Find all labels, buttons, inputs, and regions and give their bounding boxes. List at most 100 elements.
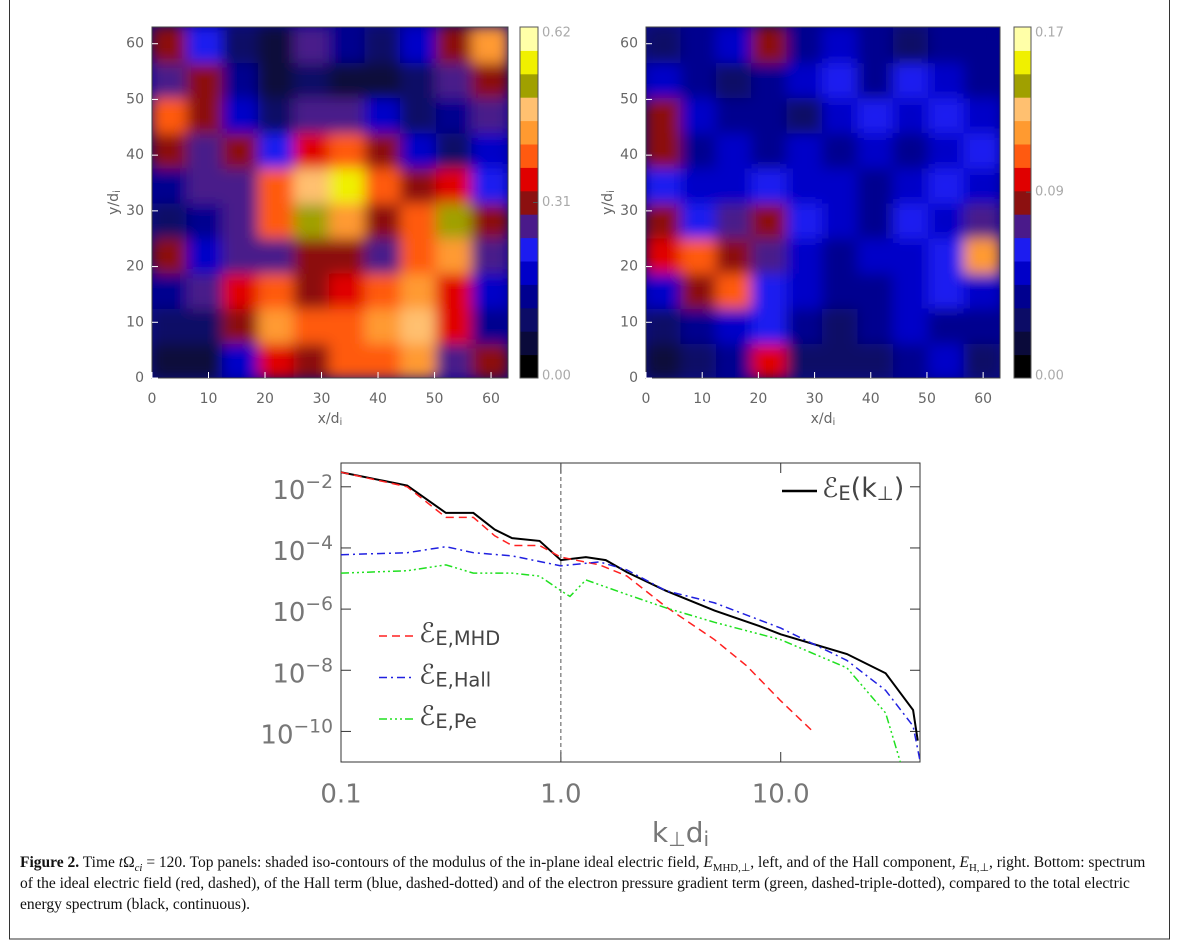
series-line xyxy=(341,564,902,762)
heatmap-cell xyxy=(257,131,296,169)
y-tick-label: 10−10 xyxy=(260,716,333,750)
colorbar-band xyxy=(520,214,538,239)
heatmap-cell xyxy=(471,271,508,309)
heatmap-cell xyxy=(646,96,683,134)
heatmap-cell xyxy=(329,306,367,344)
heatmap-cell xyxy=(435,27,474,64)
heatmap-cell xyxy=(186,201,225,239)
x-axis-label: x/di xyxy=(811,411,836,428)
heatmap-cell xyxy=(786,236,824,274)
colorbar-band xyxy=(1014,354,1031,379)
heatmap-cell xyxy=(680,96,718,134)
heatmap-cell xyxy=(257,201,296,239)
colorbar-band xyxy=(1014,237,1031,262)
heatmap-cell xyxy=(186,271,225,309)
heatmap-cell xyxy=(646,61,683,99)
legend-label-part: (k xyxy=(851,473,878,504)
x-tick-label: 50 xyxy=(426,391,444,407)
legend-label: ℰE,Hall xyxy=(419,659,491,692)
y-tick-label: 30 xyxy=(126,203,144,219)
heatmap-cell xyxy=(293,306,331,344)
heatmap-cell xyxy=(329,96,367,134)
heatmap-cell xyxy=(892,131,931,169)
colorbar-band xyxy=(520,354,538,379)
heatmap-cell xyxy=(400,306,438,344)
colorbar-tick-label: 0.31 xyxy=(542,195,571,210)
heatmap-cell xyxy=(257,306,296,344)
heatmap-cell xyxy=(400,166,438,204)
x-axis-label-part: x/d xyxy=(811,411,833,427)
colorbar-band xyxy=(1014,307,1031,332)
heatmap-cell xyxy=(857,27,895,64)
heatmap-cell xyxy=(751,61,789,99)
heatmap-cell xyxy=(222,131,260,169)
heatmap-cell xyxy=(646,236,683,274)
colorbar-band xyxy=(1014,27,1031,51)
heatmap-cell xyxy=(857,131,895,169)
heatmap-cell xyxy=(293,271,331,309)
heatmap-cell xyxy=(222,306,260,344)
heatmap-cell xyxy=(435,131,474,169)
heatmap-cell xyxy=(928,236,966,274)
heatmap-cell xyxy=(751,201,789,239)
caption-text: E xyxy=(703,854,713,871)
heatmap-cell xyxy=(293,341,331,378)
heatmap-cell xyxy=(364,61,403,99)
heatmap xyxy=(152,27,508,378)
x-tick-label: 10 xyxy=(693,391,711,407)
x-tick-label: 30 xyxy=(313,391,331,407)
y-tick-label: 10−4 xyxy=(272,533,333,567)
heatmap-cell xyxy=(186,131,225,169)
heatmap-cell xyxy=(471,341,508,378)
heatmap-cell xyxy=(293,61,331,99)
heatmap-cell xyxy=(963,201,1000,239)
heatmap-cell xyxy=(257,96,296,134)
heatmap-cell xyxy=(400,341,438,378)
colorbar-tick-label: 0.62 xyxy=(542,26,571,41)
colorbar-band xyxy=(520,284,538,309)
heatmap-cell xyxy=(786,201,824,239)
heatmap-cell xyxy=(186,27,225,64)
heatmap-cell xyxy=(257,27,296,64)
heatmap-cell xyxy=(222,341,260,378)
heatmap-cell xyxy=(257,236,296,274)
heatmap-cell xyxy=(715,96,754,134)
colorbar-band xyxy=(1014,261,1031,285)
heatmap-cell xyxy=(400,61,438,99)
heatmap-cell xyxy=(152,96,189,134)
heatmap-cell xyxy=(435,166,474,204)
colorbar-band xyxy=(520,237,538,262)
x-axis-label-part: i xyxy=(340,417,343,428)
heatmap-cell xyxy=(471,27,508,64)
plot-frame xyxy=(645,26,1001,379)
heatmap-cell xyxy=(751,341,789,378)
y-axis-label-part: i xyxy=(112,190,123,193)
heatmap-cell xyxy=(786,131,824,169)
legend-label: ℰE(k⊥) xyxy=(822,473,904,506)
series-line xyxy=(341,471,814,732)
heatmap-cell xyxy=(786,166,824,204)
heatmap-cell xyxy=(715,131,754,169)
y-tick-label-part: −4 xyxy=(305,533,333,554)
heatmap-cell xyxy=(857,341,895,378)
x-tick-label: 60 xyxy=(482,391,500,407)
heatmap-cell xyxy=(471,131,508,169)
legend-label-part: E,MHD xyxy=(435,627,500,650)
heatmap-cell xyxy=(751,27,789,64)
heatmap-cell xyxy=(152,166,189,204)
heatmap-cell xyxy=(715,61,754,99)
heatmap-cell xyxy=(751,271,789,309)
colorbar-band xyxy=(520,73,538,98)
heatmap-cell xyxy=(186,166,225,204)
colorbar-frame xyxy=(1013,26,1032,379)
colorbar-band xyxy=(1014,73,1031,98)
heatmap-cell xyxy=(857,236,895,274)
heatmap-cell xyxy=(435,96,474,134)
heatmap-cell xyxy=(152,131,189,169)
heatmap xyxy=(646,27,1000,378)
heatmap-cell xyxy=(751,131,789,169)
heatmap-cell xyxy=(857,61,895,99)
heatmap-cell xyxy=(751,96,789,134)
heatmap-cell xyxy=(892,96,931,134)
colorbar-band xyxy=(520,144,538,168)
